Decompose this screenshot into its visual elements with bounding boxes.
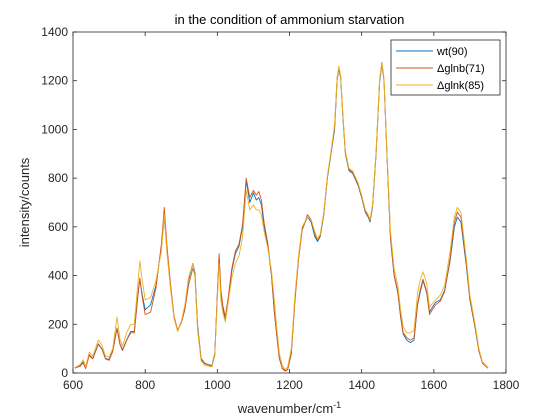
y-tick-label: 1200 (41, 74, 68, 88)
y-tick-label: 200 (48, 317, 68, 331)
x-tick-label: 1600 (420, 378, 447, 392)
x-axis-title-superscript: -1 (333, 400, 341, 410)
y-tick-label: 1400 (41, 25, 68, 39)
legend: wt(90) Δglnb(71) Δglnk(85) (390, 39, 501, 96)
x-axis-title-text: wavenumber/cm (237, 401, 333, 416)
legend-label-0: wt(90) (436, 46, 468, 58)
x-tick-label: 800 (135, 378, 155, 392)
legend-items: wt(90) Δglnb(71) Δglnk(85) (396, 46, 485, 92)
series-layer (74, 61, 489, 372)
x-axis-title: wavenumber/cm-1 (237, 400, 341, 416)
y-axis: 0 200 400 600 800 1000 1200 1400 (41, 25, 506, 380)
x-tick-label: 600 (63, 378, 83, 392)
series-line-2 (74, 63, 489, 370)
legend-label-2: Δglnk(85) (437, 80, 484, 92)
y-axis-title: intensity/counts (17, 157, 32, 247)
x-tick-label: 1800 (493, 378, 520, 392)
y-tick-label: 0 (61, 366, 68, 380)
y-tick-label: 1000 (41, 122, 68, 136)
legend-label-1: Δglnb(71) (437, 63, 485, 75)
y-tick-label: 600 (48, 220, 68, 234)
x-tick-label: 1400 (348, 378, 375, 392)
y-tick-label: 800 (48, 171, 68, 185)
series-line-1 (74, 61, 489, 372)
chart-title: in the condition of ammonium starvation (175, 12, 405, 27)
x-tick-label: 1200 (276, 378, 303, 392)
y-tick-label: 400 (48, 269, 68, 283)
x-tick-label: 1000 (204, 378, 231, 392)
x-axis: 600 800 1000 1200 1400 1600 1800 (63, 32, 520, 392)
